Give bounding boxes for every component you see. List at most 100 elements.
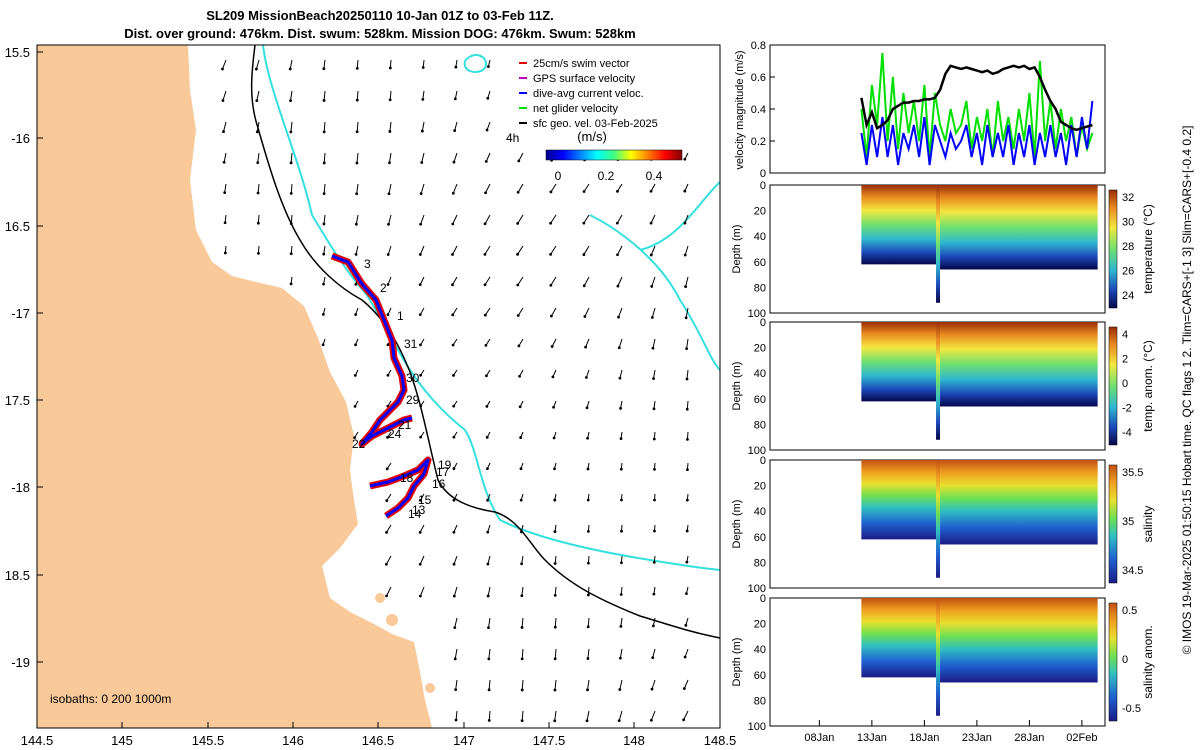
- colorbar-tick: 0.2: [598, 169, 615, 183]
- current-arrow-head: [421, 66, 425, 69]
- current-arrow-head: [616, 189, 619, 193]
- dive-avg-trail: [331, 254, 413, 446]
- current-arrow-head: [419, 373, 423, 377]
- section-data-block: [940, 185, 1098, 270]
- section-colorbar-tick: 0: [1122, 378, 1128, 390]
- section-colorbar-tick: 26: [1122, 266, 1134, 278]
- current-arrow-head: [289, 161, 293, 165]
- current-arrow-head: [222, 130, 225, 133]
- current-arrow-head: [388, 161, 391, 165]
- current-arrow-head: [487, 626, 490, 630]
- colorbar-gradient: [545, 149, 683, 161]
- current-arrow-head: [653, 529, 656, 533]
- section-colorbar-tick: -2: [1122, 403, 1132, 415]
- velocity-series-line: [860, 52, 1094, 158]
- time-tick-label: 28Jan: [1014, 732, 1044, 744]
- current-arrow-head: [620, 529, 623, 533]
- time-tick-label: 08Jan: [804, 732, 834, 744]
- time-tick-label: 18Jan: [909, 732, 939, 744]
- current-arrow: [617, 183, 623, 192]
- current-arrow: [256, 121, 260, 132]
- current-arrow: [684, 245, 689, 256]
- current-arrow: [521, 586, 524, 596]
- current-arrow-head: [682, 718, 686, 722]
- current-arrow-head: [385, 467, 389, 471]
- current-arrow: [617, 276, 623, 287]
- current-arrow: [290, 183, 293, 194]
- current-arrow: [257, 152, 260, 163]
- current-arrow-head: [584, 376, 588, 379]
- current-arrow-head: [421, 97, 425, 101]
- current-arrow: [550, 276, 557, 286]
- current-arrow: [484, 214, 491, 224]
- section-y-tick-label: 80: [754, 282, 766, 294]
- current-arrow-head: [451, 253, 454, 256]
- current-arrow: [323, 183, 326, 194]
- current-arrow: [551, 338, 557, 347]
- current-arrow: [419, 276, 425, 285]
- current-arrow: [422, 90, 425, 100]
- section-y-tick-label: 20: [754, 343, 766, 355]
- current-arrow-head: [517, 159, 521, 163]
- current-arrow-head: [616, 253, 619, 257]
- current-arrow: [686, 338, 689, 349]
- current-arrow-head: [551, 375, 555, 379]
- current-arrow-head: [453, 129, 457, 132]
- current-arrow-head: [322, 252, 326, 256]
- legend-label: dive-avg current veloc.: [533, 88, 644, 100]
- current-arrow-head: [585, 406, 589, 410]
- map-y-tick-label: 17.5: [5, 393, 30, 408]
- day-label: 19: [438, 458, 452, 472]
- current-arrow: [550, 307, 557, 317]
- section-ylabel: Depth (m): [731, 638, 743, 687]
- current-arrow: [453, 152, 458, 163]
- current-arrow-head: [553, 688, 557, 692]
- current-arrow: [652, 338, 656, 349]
- section-colorbar-tick: 35: [1122, 516, 1134, 528]
- current-arrow: [620, 617, 623, 627]
- current-arrow: [550, 183, 557, 193]
- section-y-tick-label: 60: [754, 257, 766, 269]
- section-y-tick-label: 40: [754, 644, 766, 656]
- current-arrow-head: [322, 67, 326, 71]
- current-arrow: [323, 214, 326, 225]
- current-arrow-head: [651, 624, 655, 628]
- current-arrow: [683, 679, 689, 689]
- current-arrow-head: [686, 437, 689, 441]
- current-arrow-head: [516, 314, 520, 317]
- current-arrow-head: [322, 130, 326, 134]
- current-arrow-head: [451, 343, 455, 347]
- island: [310, 519, 322, 531]
- current-arrow-head: [452, 435, 456, 439]
- current-arrow-head: [486, 594, 490, 598]
- current-arrow-head: [683, 253, 687, 257]
- current-arrow-head: [520, 719, 524, 723]
- current-arrow-head: [289, 99, 292, 103]
- current-arrow-head: [353, 436, 356, 440]
- current-arrow: [222, 90, 227, 101]
- current-arrow-head: [354, 252, 358, 256]
- current-arrow: [222, 59, 227, 70]
- current-arrow-head: [385, 562, 388, 566]
- current-arrow-head: [451, 222, 455, 226]
- current-arrow-head: [451, 283, 454, 287]
- current-arrow-head: [550, 314, 553, 318]
- island: [425, 683, 435, 693]
- current-arrow: [386, 524, 392, 533]
- current-arrow-head: [386, 373, 390, 377]
- current-arrow-head: [618, 656, 622, 660]
- current-arrow-head: [223, 221, 227, 225]
- current-arrow: [355, 214, 359, 225]
- current-arrow-head: [618, 688, 622, 691]
- current-arrow-head: [354, 282, 358, 286]
- current-arrow-head: [322, 161, 326, 165]
- current-arrow: [487, 586, 491, 597]
- islands: [310, 519, 435, 693]
- current-arrow-head: [620, 498, 623, 502]
- section-colorbar-tick: 30: [1122, 217, 1134, 229]
- current-arrow: [686, 369, 689, 380]
- current-arrow-head: [516, 252, 519, 256]
- legend-label: net glider velocity: [533, 103, 618, 115]
- current-arrow: [488, 679, 491, 690]
